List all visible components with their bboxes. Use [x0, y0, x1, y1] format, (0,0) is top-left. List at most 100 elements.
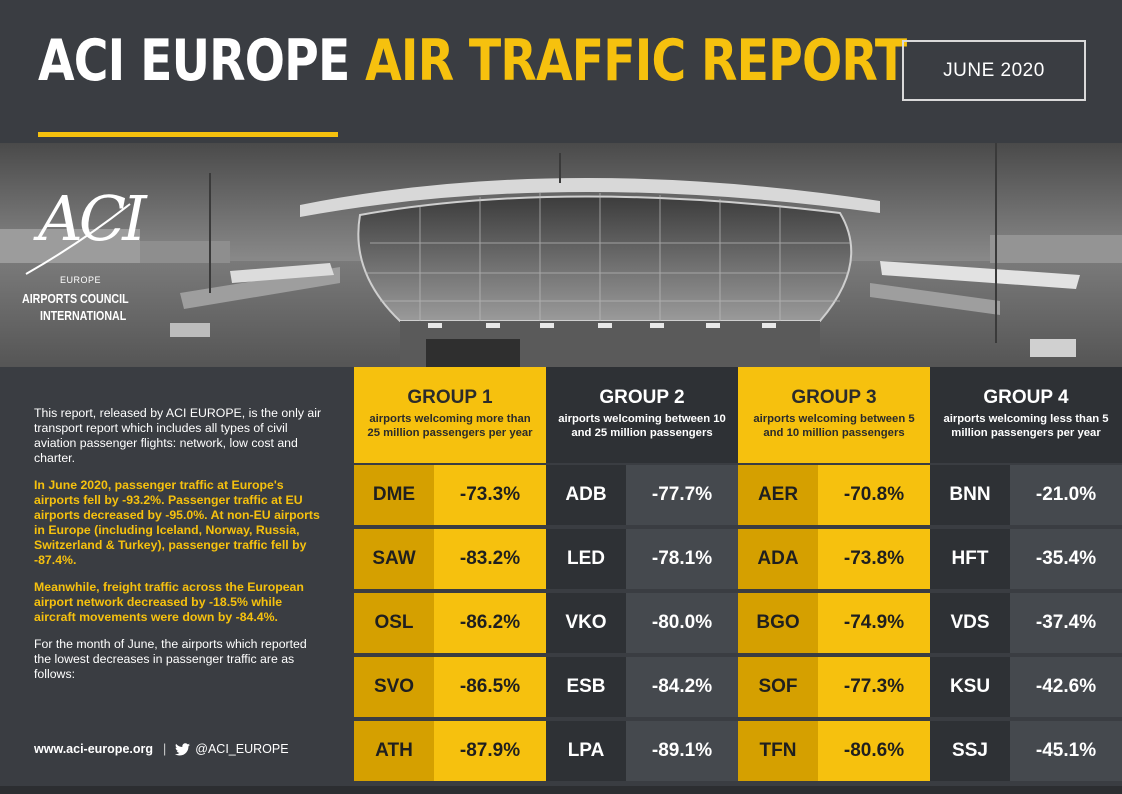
airport-code: OSL: [354, 593, 434, 653]
group-title: GROUP 4: [983, 387, 1069, 408]
traffic-change: -73.3%: [434, 465, 546, 525]
intro-text-column: This report, released by ACI EUROPE, is …: [34, 406, 324, 694]
table-row: TFN -80.6%: [738, 721, 930, 781]
traffic-change: -73.8%: [818, 529, 930, 589]
airport-code: DME: [354, 465, 434, 525]
table-row: SOF -77.3%: [738, 657, 930, 717]
group-2-column: GROUP 2 airports welcoming between 10 an…: [546, 367, 738, 786]
airport-code: LED: [546, 529, 626, 589]
table-row: VKO -80.0%: [546, 593, 738, 653]
traffic-change: -89.1%: [626, 721, 738, 781]
traffic-change: -84.2%: [626, 657, 738, 717]
aci-logo: ACI EUROPE AIRPORTS COUNCIL INTERNATIONA…: [22, 182, 147, 332]
table-row: ADA -73.8%: [738, 529, 930, 589]
airport-code: TFN: [738, 721, 818, 781]
report-date-box: JUNE 2020: [902, 40, 1086, 101]
table-row: HFT -35.4%: [930, 529, 1122, 589]
traffic-change: -78.1%: [626, 529, 738, 589]
table-row: ADB -77.7%: [546, 465, 738, 525]
intro-paragraph: This report, released by ACI EUROPE, is …: [34, 406, 322, 465]
traffic-change: -86.5%: [434, 657, 546, 717]
traffic-change: -45.1%: [1010, 721, 1122, 781]
group-3-column: GROUP 3 airports welcoming between 5 and…: [738, 367, 930, 786]
traffic-change: -77.7%: [626, 465, 738, 525]
title-underline: [38, 132, 338, 137]
airport-code: SOF: [738, 657, 818, 717]
airport-code: AER: [738, 465, 818, 525]
group-header: GROUP 4 airports welcoming less than 5 m…: [930, 367, 1122, 463]
passenger-summary-paragraph: In June 2020, passenger traffic at Europ…: [34, 478, 320, 567]
aci-logo-name-line1: AIRPORTS COUNCIL: [22, 291, 129, 306]
traffic-change: -87.9%: [434, 721, 546, 781]
airport-code: BNN: [930, 465, 1010, 525]
twitter-handle[interactable]: @ACI_EUROPE: [195, 742, 289, 756]
footer-links: www.aci-europe.org | @ACI_EUROPE: [34, 742, 289, 756]
group-header: GROUP 1 airports welcoming more than 25 …: [354, 367, 546, 463]
airport-code: ADA: [738, 529, 818, 589]
airport-code: HFT: [930, 529, 1010, 589]
group-1-column: GROUP 1 airports welcoming more than 25 …: [354, 367, 546, 786]
traffic-change: -70.8%: [818, 465, 930, 525]
table-row: SAW -83.2%: [354, 529, 546, 589]
report-title-white: ACI EUROPE: [38, 28, 350, 94]
airport-terminal-photo: [0, 143, 1122, 367]
table-row: LED -78.1%: [546, 529, 738, 589]
aci-logo-region: EUROPE: [60, 275, 102, 285]
table-row: ATH -87.9%: [354, 721, 546, 781]
aci-logo-name-line2: INTERNATIONAL: [40, 308, 127, 323]
table-row: SSJ -45.1%: [930, 721, 1122, 781]
group-header: GROUP 3 airports welcoming between 5 and…: [738, 367, 930, 463]
table-row: BNN -21.0%: [930, 465, 1122, 525]
report-title-yellow: AIR TRAFFIC REPORT: [365, 28, 907, 94]
website-link[interactable]: www.aci-europe.org: [34, 742, 154, 756]
table-row: LPA -89.1%: [546, 721, 738, 781]
group-subtitle: airports welcoming less than 5 million p…: [943, 413, 1109, 439]
traffic-change: -74.9%: [818, 593, 930, 653]
table-row: OSL -86.2%: [354, 593, 546, 653]
aci-logo-mark: ACI: [38, 182, 147, 255]
table-row: SVO -86.5%: [354, 657, 546, 717]
traffic-change: -35.4%: [1010, 529, 1122, 589]
airport-code: ATH: [354, 721, 434, 781]
traffic-change: -83.2%: [434, 529, 546, 589]
lowest-decreases-paragraph: For the month of June, the airports whic…: [34, 637, 307, 681]
traffic-change: -80.0%: [626, 593, 738, 653]
bottom-bar: [0, 786, 1122, 794]
traffic-change: -80.6%: [818, 721, 930, 781]
freight-summary-paragraph: Meanwhile, freight traffic across the Eu…: [34, 580, 304, 624]
table-row: VDS -37.4%: [930, 593, 1122, 653]
report-date: JUNE 2020: [943, 59, 1045, 81]
airport-code: VKO: [546, 593, 626, 653]
airport-code: SSJ: [930, 721, 1010, 781]
table-row: DME -73.3%: [354, 465, 546, 525]
table-row: KSU -42.6%: [930, 657, 1122, 717]
airport-code: LPA: [546, 721, 626, 781]
twitter-bird-icon: [175, 742, 191, 755]
table-row: BGO -74.9%: [738, 593, 930, 653]
group-subtitle: airports welcoming between 10 and 25 mil…: [558, 413, 726, 439]
report-title: ACI EUROPE AIR TRAFFIC REPORT: [38, 28, 907, 94]
group-title: GROUP 3: [791, 387, 877, 408]
group-title: GROUP 1: [407, 387, 493, 408]
traffic-change: -21.0%: [1010, 465, 1122, 525]
airport-code: ADB: [546, 465, 626, 525]
footer-separator: |: [163, 742, 167, 756]
traffic-change: -77.3%: [818, 657, 930, 717]
table-row: AER -70.8%: [738, 465, 930, 525]
group-4-column: GROUP 4 airports welcoming less than 5 m…: [930, 367, 1122, 786]
airport-code: ESB: [546, 657, 626, 717]
table-row: ESB -84.2%: [546, 657, 738, 717]
group-subtitle: airports welcoming more than 25 million …: [367, 413, 533, 439]
airport-code: KSU: [930, 657, 1010, 717]
airport-code: VDS: [930, 593, 1010, 653]
airport-code: SVO: [354, 657, 434, 717]
aci-logo-swoosh-icon: [25, 203, 131, 275]
airport-terminal-illustration: [0, 143, 1122, 367]
traffic-change: -37.4%: [1010, 593, 1122, 653]
group-subtitle: airports welcoming between 5 and 10 mill…: [753, 413, 915, 439]
group-header: GROUP 2 airports welcoming between 10 an…: [546, 367, 738, 463]
traffic-change: -42.6%: [1010, 657, 1122, 717]
airport-code: BGO: [738, 593, 818, 653]
airport-code: SAW: [354, 529, 434, 589]
group-title: GROUP 2: [599, 387, 685, 408]
